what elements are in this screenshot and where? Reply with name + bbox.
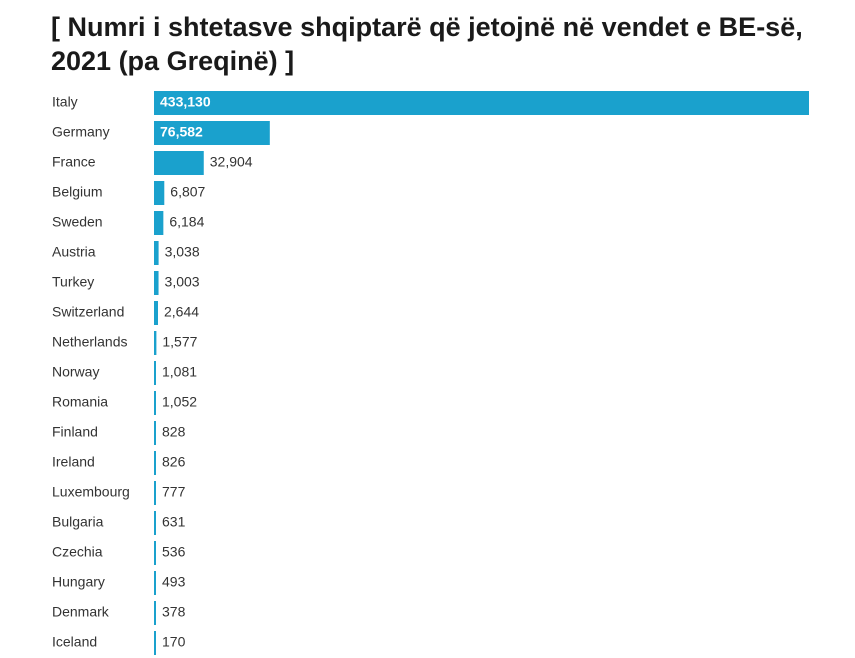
category-label: Czechia [52,544,103,560]
category-label: France [52,154,96,170]
category-label: Finland [52,424,98,440]
category-label: Austria [52,244,96,260]
value-label: 777 [162,484,186,500]
value-label: 1,052 [162,394,197,410]
bar [154,511,156,535]
value-label: 433,130 [160,94,211,110]
category-label: Romania [52,394,108,410]
value-label: 1,081 [162,364,197,380]
bar [154,421,156,445]
value-label: 3,003 [165,274,200,290]
category-label: Germany [52,124,110,140]
value-label: 631 [162,514,186,530]
bar [154,301,158,325]
category-label: Luxembourg [52,484,130,500]
value-label: 493 [162,574,186,590]
value-label: 828 [162,424,186,440]
bar [154,211,164,235]
category-label: Ireland [52,454,95,470]
bar [154,271,159,295]
chart-title: [ Numri i shtetasve shqiptarë që jetojnë… [51,12,803,76]
bar [154,571,156,595]
value-label: 6,807 [170,184,205,200]
category-label: Iceland [52,634,97,650]
bar [154,331,157,355]
bar [154,151,204,175]
bar [154,241,159,265]
value-label: 6,184 [169,214,204,230]
category-label: Bulgaria [52,514,104,530]
value-label: 536 [162,544,186,560]
category-label: Switzerland [52,304,124,320]
category-label: Italy [52,94,78,110]
bar [154,121,270,145]
bar [154,541,156,565]
value-label: 170 [162,634,186,650]
bar [154,481,156,505]
bar [154,631,156,655]
bar [154,601,156,625]
value-label: 76,582 [160,124,203,140]
category-label: Turkey [52,274,94,290]
bars-layer: Italy 433,130 Germany 76,582 France 32,904 Bel… [52,91,809,655]
category-label: Belgium [52,184,103,200]
value-label: 32,904 [210,154,253,170]
value-label: 3,038 [165,244,200,260]
category-label: Norway [52,364,99,380]
bar [154,181,165,205]
bar [154,361,156,385]
bar [154,91,809,115]
bar [154,391,156,415]
category-label: Hungary [52,574,105,590]
category-label: Netherlands [52,334,128,350]
value-label: 378 [162,604,186,620]
bar [154,451,156,475]
value-label: 2,644 [164,304,199,320]
category-label: Sweden [52,214,103,230]
category-label: Denmark [52,604,110,620]
value-label: 1,577 [162,334,197,350]
value-label: 826 [162,454,186,470]
